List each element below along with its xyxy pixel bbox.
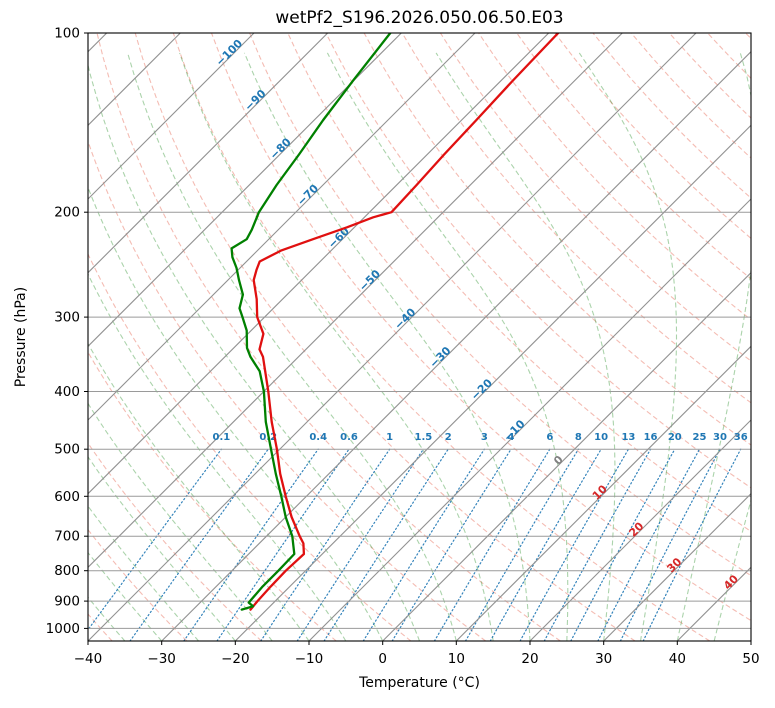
mixing-ratio-label: 6 (546, 432, 553, 443)
dry-adiabat (401, 33, 751, 404)
x-tick-label: 0 (378, 651, 387, 667)
isotherm (455, 345, 751, 641)
dry-adiabat (88, 442, 262, 641)
moist-adiabat (88, 185, 384, 641)
dry-adiabat (439, 33, 751, 362)
mixing-ratio-label: 4 (508, 432, 515, 443)
dry-adiabat (88, 351, 337, 641)
dry-adiabat (516, 33, 751, 280)
mixing-ratio-label: 0.6 (340, 432, 358, 443)
x-tick-label: 10 (448, 651, 465, 667)
x-tick-label: 30 (595, 651, 612, 667)
mixing-ratio-line (260, 448, 391, 641)
dry-adiabat (172, 33, 710, 641)
x-axis-title: Temperature (°C) (359, 675, 480, 691)
isotherm (88, 33, 402, 348)
plot-border (87, 32, 752, 642)
y-tick-label: 1000 (46, 621, 80, 637)
x-tick-label: 20 (521, 651, 538, 667)
mixing-ratio-line (296, 448, 424, 641)
dewpoint-line (230, 33, 392, 611)
x-tick-label: −30 (147, 651, 176, 667)
mixing-ratio-label: 36 (734, 432, 748, 443)
x-tick-label: −20 (221, 651, 250, 667)
mixing-ratio-line (570, 448, 676, 641)
dry-adiabats-layer (88, 33, 751, 641)
y-tick-label: 900 (54, 594, 80, 610)
isotherm (234, 124, 751, 641)
mixing-ratio-label: 1 (386, 432, 393, 443)
isotherm (308, 198, 751, 641)
isotherm (88, 33, 550, 495)
page-title: wetPf2_S196.2026.050.06.50.E03 (275, 8, 564, 28)
mixing-ratio-label: 0.4 (309, 432, 327, 443)
mixing-ratio-label: 10 (594, 432, 608, 443)
y-tick-label: 400 (54, 384, 80, 400)
mixing-ratio-line (129, 448, 269, 641)
sounding-profiles-layer (230, 33, 560, 611)
dry-adiabat (96, 33, 561, 641)
isotherm (88, 33, 623, 569)
isotherm (88, 33, 329, 274)
pressure-gridlines-layer (88, 33, 751, 629)
mixing-ratio-label: 3 (481, 432, 488, 443)
moist-adiabat (88, 272, 347, 641)
isotherm (603, 492, 751, 641)
mixing-ratio-line (519, 448, 629, 641)
background-lines-layer (88, 33, 751, 641)
isotherm (88, 33, 476, 421)
isotherm (88, 33, 255, 200)
isotherm (88, 33, 697, 641)
mixing-ratio-line (362, 448, 485, 641)
mixing-ratio-line (433, 448, 551, 641)
dry-adiabat (249, 33, 751, 577)
temperature-line (249, 33, 560, 611)
isotherm (529, 419, 751, 641)
mixing-ratio-line (464, 448, 579, 641)
mixing-ratio-label: 1.5 (415, 432, 433, 443)
y-tick-label: 800 (54, 563, 80, 579)
mixing-ratio-label: 25 (693, 432, 707, 443)
x-tick-label: −40 (74, 651, 103, 667)
moist-adiabat (326, 52, 569, 641)
dry-adiabat (210, 33, 751, 622)
mixing-ratio-label: 8 (575, 432, 582, 443)
mixing-ratio-label: 13 (621, 432, 635, 443)
mixing-ratio-label: 20 (668, 432, 682, 443)
x-tick-label: 50 (742, 651, 759, 667)
mixing-ratio-label: 16 (644, 432, 658, 443)
mixing-ratio-label: 30 (713, 432, 727, 443)
mixing-ratio-line (323, 448, 449, 641)
x-tick-label: −10 (295, 651, 324, 667)
dry-adiabat (88, 139, 486, 641)
mixing-ratio-line (216, 448, 350, 641)
isotherms-layer (88, 33, 751, 641)
y-tick-label: 600 (54, 489, 80, 505)
mixing-ratio-line (183, 448, 319, 641)
isotherm (161, 50, 751, 641)
isotherm (382, 271, 751, 641)
mixing-ratio-line (597, 448, 701, 641)
dry-adiabat (88, 528, 188, 641)
mixing-ratio-label: 2 (445, 432, 452, 443)
y-tick-label: 700 (54, 529, 80, 545)
x-tick-label: 40 (669, 651, 686, 667)
y-tick-label: 500 (54, 442, 80, 458)
y-tick-label: 100 (54, 26, 80, 42)
mixing-ratio-line (543, 448, 652, 641)
mixing-ratio-line (88, 448, 222, 631)
y-tick-label: 200 (54, 205, 80, 221)
y-tick-label: 300 (54, 310, 80, 326)
dry-adiabat (325, 33, 751, 489)
dry-adiabat (134, 33, 636, 641)
y-axis-title: Pressure (hPa) (13, 286, 29, 388)
mixing-ratio-label: 0.1 (213, 432, 231, 443)
